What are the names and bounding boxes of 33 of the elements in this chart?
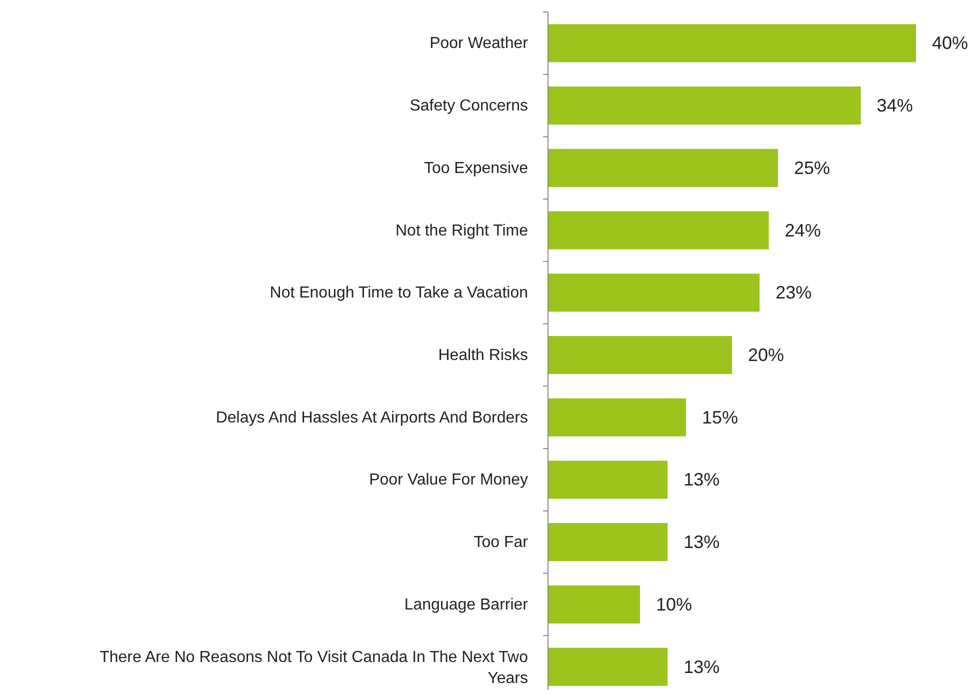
y-tick-label: Delays And Hassles At Airports And Borders — [216, 408, 528, 426]
bar — [548, 211, 769, 250]
y-tick-label: Too Expensive — [424, 159, 528, 176]
y-tick-label: Safety Concerns — [410, 97, 528, 114]
bar — [548, 336, 732, 374]
data-label: 20% — [748, 345, 784, 365]
y-tick-label: Poor Value For Money — [369, 471, 528, 488]
data-label: 13% — [684, 470, 720, 490]
bar — [548, 24, 916, 62]
data-label: 23% — [776, 282, 812, 303]
bar — [548, 398, 686, 436]
data-label: 24% — [784, 220, 821, 240]
y-tick-label: Not Enough Time to Take a Vacation — [270, 284, 528, 302]
data-label: 10% — [656, 594, 692, 614]
bar — [548, 585, 640, 624]
bar — [548, 86, 861, 125]
bar — [548, 460, 668, 499]
data-label: 25% — [794, 158, 830, 178]
bar — [548, 274, 760, 312]
data-label: 40% — [932, 33, 968, 54]
y-tick-label: There Are No Reasons Not To Visit Canada In The Next Two Years — [100, 648, 528, 686]
data-label: 34% — [876, 96, 913, 116]
y-tick-label: Too Far — [474, 534, 529, 551]
y-tick-label: Poor Weather — [430, 34, 529, 52]
data-label: 13% — [684, 656, 720, 677]
y-tick-label: Language Barrier — [404, 596, 529, 613]
data-label: 13% — [684, 532, 720, 552]
data-label: 15% — [702, 407, 738, 428]
y-tick-label: Not the Right Time — [396, 222, 528, 239]
bar — [548, 648, 668, 686]
y-tick-label: Health Risks — [438, 346, 528, 364]
bar — [548, 523, 668, 562]
bar — [548, 148, 778, 187]
